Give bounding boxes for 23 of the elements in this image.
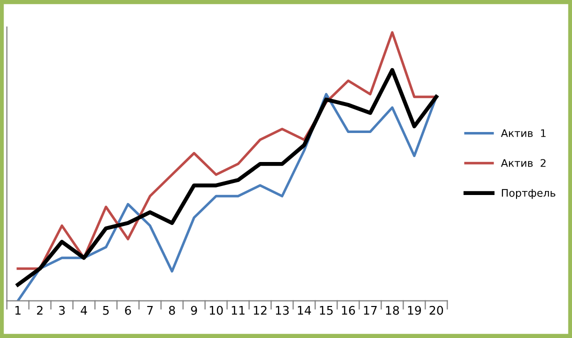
x-tick-label: 20 <box>430 306 444 315</box>
x-tick-label: 10 <box>210 306 223 315</box>
x-tick-label: 14 <box>298 306 312 315</box>
x-tick-label: 5 <box>103 306 109 315</box>
x-tick-label: 18 <box>386 306 399 315</box>
legend-label: Портфель <box>502 189 556 199</box>
x-tick-label: 16 <box>342 306 355 315</box>
x-tick-label: 3 <box>59 306 65 315</box>
x-tick-label: 19 <box>408 306 421 315</box>
x-tick-label: 12 <box>254 306 266 315</box>
x-tick-label: 1 <box>15 306 21 315</box>
x-tick-label: 9 <box>191 306 197 315</box>
x-tick-label: 15 <box>320 306 333 315</box>
legend-label: Актив 2 <box>500 159 546 167</box>
x-tick-label: 6 <box>125 306 131 315</box>
x-tick-label: 13 <box>276 306 289 315</box>
legend-label: Актив 1 <box>500 129 546 137</box>
x-tick-label: 8 <box>169 306 175 315</box>
x-tick-label: 7 <box>147 306 153 315</box>
x-tick-label: 4 <box>80 306 88 315</box>
x-tick-label: 17 <box>364 306 377 315</box>
x-tick-label: 2 <box>37 306 42 315</box>
x-tick-label: 11 <box>232 306 245 315</box>
